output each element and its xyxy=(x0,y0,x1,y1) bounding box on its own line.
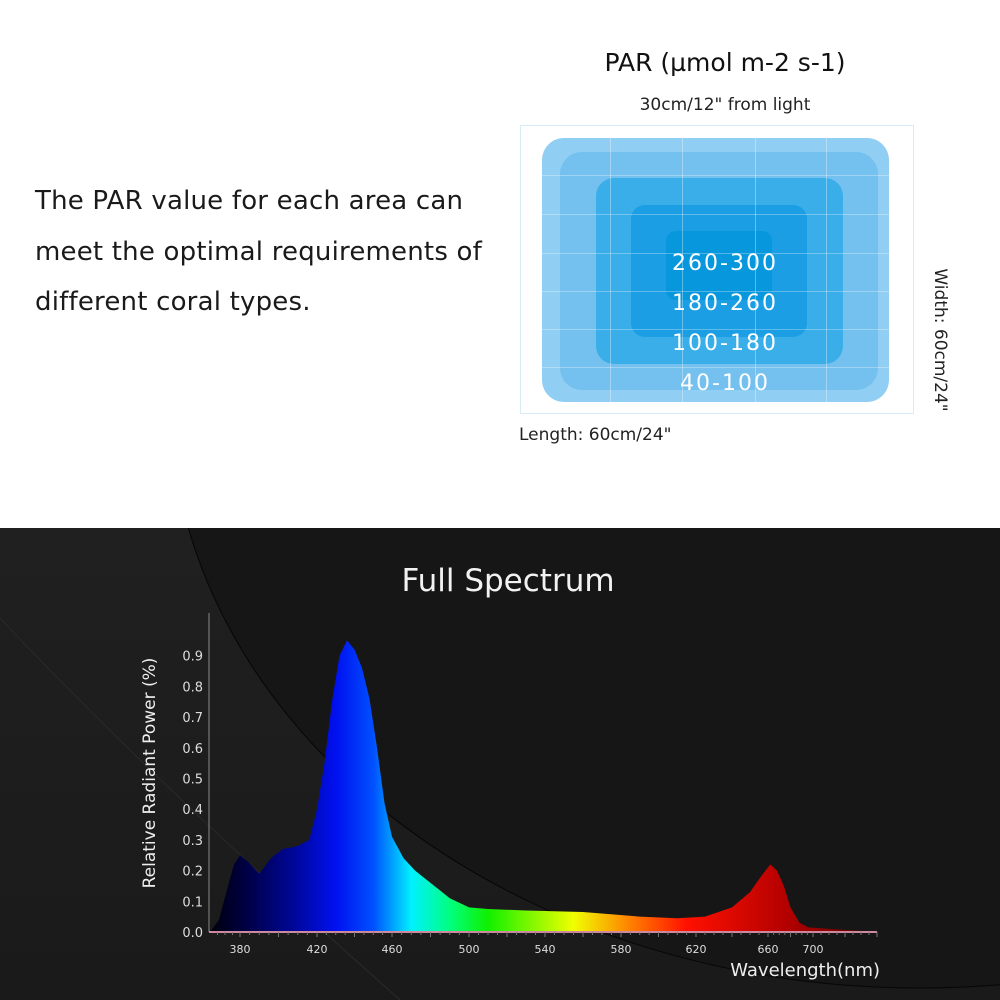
background-arc xyxy=(187,528,1000,989)
par-zone-label: 180-260 xyxy=(672,291,778,316)
x-tick-label: 380 xyxy=(230,943,251,956)
length-label: Length: 60cm/24" xyxy=(519,425,672,445)
y-tick-label: 0.7 xyxy=(182,711,203,726)
intro-line: meet the optimal requirements of xyxy=(35,236,482,267)
y-tick-label: 0.8 xyxy=(182,680,203,695)
intro-line: The PAR value for each area can xyxy=(35,186,464,216)
y-tick-label: 0.5 xyxy=(182,773,203,788)
spectrum-area xyxy=(210,640,877,932)
grid-line xyxy=(755,138,756,402)
par-frame xyxy=(520,125,914,414)
x-tick-label: 620 xyxy=(686,943,707,956)
x-tick-label: 420 xyxy=(307,943,328,956)
y-tick-label: 0.3 xyxy=(182,834,203,849)
x-tick-label: 580 xyxy=(611,943,632,956)
y-tick-label: 0.9 xyxy=(182,650,203,665)
par-subtitle: 30cm/12" from light xyxy=(639,95,811,115)
grid-line xyxy=(542,175,889,176)
grid-line xyxy=(542,253,889,254)
background-arc xyxy=(0,617,401,1000)
par-section: The PAR value for each area can meet the… xyxy=(35,48,950,445)
grid-line xyxy=(542,329,889,330)
x-axis-label: Wavelength(nm) xyxy=(730,960,880,981)
x-tick-label: 500 xyxy=(459,943,480,956)
x-tick-label: 460 xyxy=(382,943,403,956)
x-tick-label: 660 xyxy=(758,943,779,956)
x-tick-label: 540 xyxy=(535,943,556,956)
x-tick-label: 700 xyxy=(803,943,824,956)
grid-line xyxy=(542,214,889,215)
chart-title: Full Spectrum xyxy=(401,563,615,599)
par-zone-label: 40-100 xyxy=(680,371,770,396)
par-title: PAR (µmol m-2 s-1) xyxy=(604,48,846,77)
grid-line xyxy=(542,291,889,292)
y-axis-label: Relative Radiant Power (%) xyxy=(140,658,160,889)
spectrum-chart: 380 420 460 500 540 580 620 660 700 0.0 0.1 0.2 0.3… xyxy=(140,613,880,981)
par-zone-label: 260-300 xyxy=(672,251,778,276)
grid-line xyxy=(610,138,611,402)
y-tick-label: 0.2 xyxy=(182,865,203,880)
par-zone-label: 100-180 xyxy=(672,331,778,356)
intro-line: different coral types. xyxy=(35,287,311,317)
y-tick-label: 0.6 xyxy=(182,742,203,757)
width-label: Width: 60cm/24" xyxy=(930,268,950,412)
grid-line xyxy=(826,138,827,402)
grid-line xyxy=(682,138,683,402)
intro-text: The PAR value for each area can meet the… xyxy=(35,176,505,328)
y-tick-label: 0.0 xyxy=(182,926,203,941)
grid-line xyxy=(542,367,889,368)
y-tick-label: 0.4 xyxy=(182,803,203,818)
y-tick-label: 0.1 xyxy=(182,895,203,910)
par-zone-260-300 xyxy=(666,231,772,300)
